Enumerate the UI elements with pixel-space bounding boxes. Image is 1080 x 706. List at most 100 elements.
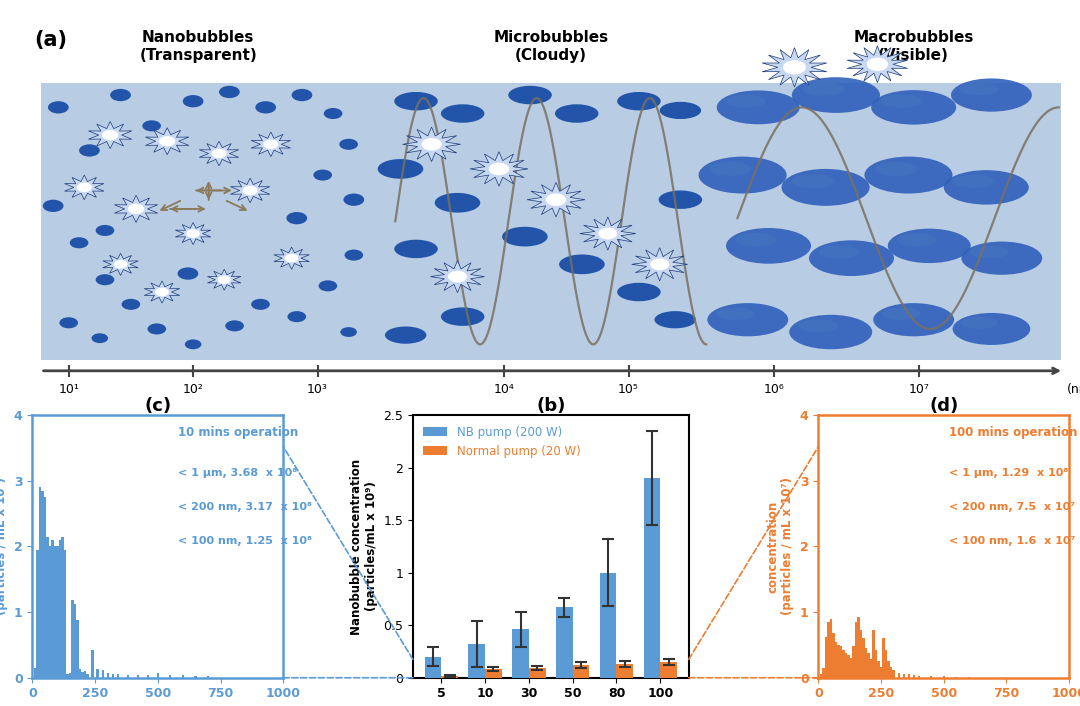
Bar: [865, 648, 867, 678]
Ellipse shape: [555, 104, 598, 123]
Ellipse shape: [882, 307, 920, 320]
Ellipse shape: [792, 174, 834, 189]
Bar: [918, 676, 920, 678]
Bar: [892, 670, 894, 678]
Ellipse shape: [441, 104, 485, 123]
Polygon shape: [431, 261, 485, 292]
Text: 10⁷: 10⁷: [908, 383, 929, 396]
Bar: [867, 653, 869, 678]
Bar: [181, 675, 184, 678]
Bar: [556, 607, 572, 678]
Bar: [848, 654, 850, 678]
Y-axis label: concentration
(particles / mL x 10⁷): concentration (particles / mL x 10⁷): [767, 477, 794, 616]
Bar: [84, 671, 86, 678]
Bar: [869, 659, 873, 678]
Bar: [92, 650, 94, 678]
Text: 10⁶: 10⁶: [764, 383, 784, 396]
Bar: [44, 497, 46, 678]
Bar: [930, 676, 932, 678]
Bar: [79, 669, 81, 678]
Bar: [890, 666, 892, 678]
Text: < 200 nm, 7.5  x 10⁷: < 200 nm, 7.5 x 10⁷: [949, 502, 1075, 512]
Ellipse shape: [819, 245, 860, 259]
Polygon shape: [230, 178, 270, 203]
Bar: [572, 665, 590, 678]
Ellipse shape: [654, 311, 696, 328]
Circle shape: [867, 59, 888, 71]
Bar: [49, 546, 51, 678]
Circle shape: [114, 261, 126, 268]
Bar: [170, 675, 172, 678]
Text: < 1 μm, 3.68  x 10⁸: < 1 μm, 3.68 x 10⁸: [178, 467, 297, 478]
Ellipse shape: [559, 254, 605, 274]
Ellipse shape: [659, 191, 702, 209]
Bar: [855, 622, 858, 678]
Circle shape: [79, 144, 99, 157]
Polygon shape: [207, 269, 241, 290]
Ellipse shape: [782, 169, 869, 206]
Ellipse shape: [809, 240, 894, 276]
Bar: [147, 675, 149, 678]
Circle shape: [599, 228, 617, 239]
Bar: [842, 650, 845, 678]
Bar: [860, 630, 862, 678]
Ellipse shape: [789, 315, 873, 349]
Ellipse shape: [660, 102, 701, 119]
Bar: [207, 676, 210, 678]
Ellipse shape: [874, 303, 954, 336]
Polygon shape: [103, 253, 138, 275]
Bar: [599, 573, 617, 678]
Circle shape: [422, 138, 441, 150]
Y-axis label: Nanobubble concentration
(particles/mL x 10⁹): Nanobubble concentration (particles/mL x…: [350, 458, 378, 635]
Bar: [46, 537, 49, 678]
Bar: [442, 676, 458, 678]
Bar: [888, 662, 890, 678]
Bar: [56, 546, 58, 678]
Polygon shape: [274, 247, 309, 269]
Circle shape: [143, 120, 161, 131]
Circle shape: [156, 289, 168, 296]
Circle shape: [187, 230, 199, 237]
Ellipse shape: [953, 313, 1030, 345]
Polygon shape: [146, 128, 189, 155]
Ellipse shape: [735, 233, 777, 246]
Ellipse shape: [716, 307, 755, 320]
Circle shape: [59, 317, 78, 328]
Ellipse shape: [944, 170, 1029, 205]
Circle shape: [243, 186, 257, 194]
Ellipse shape: [951, 78, 1031, 112]
Bar: [833, 633, 835, 678]
Bar: [111, 674, 113, 678]
Circle shape: [218, 276, 230, 283]
Circle shape: [546, 194, 566, 205]
Polygon shape: [527, 182, 585, 217]
Polygon shape: [632, 248, 688, 281]
Circle shape: [252, 299, 270, 310]
Text: < 100 nm, 1.6  x 10⁷: < 100 nm, 1.6 x 10⁷: [949, 536, 1076, 546]
Text: < 100 nm, 1.25  x 10⁸: < 100 nm, 1.25 x 10⁸: [178, 536, 312, 546]
Ellipse shape: [726, 95, 766, 107]
Polygon shape: [145, 281, 179, 303]
Bar: [137, 675, 139, 678]
Circle shape: [340, 327, 356, 337]
Circle shape: [110, 89, 131, 101]
Circle shape: [286, 212, 307, 225]
Bar: [41, 491, 43, 678]
Circle shape: [129, 205, 144, 213]
Ellipse shape: [378, 159, 423, 179]
Ellipse shape: [802, 82, 845, 96]
Bar: [858, 617, 860, 678]
Polygon shape: [762, 47, 827, 87]
Title: (d): (d): [929, 397, 958, 415]
Title: (b): (b): [536, 397, 566, 415]
Polygon shape: [470, 152, 528, 186]
Bar: [943, 676, 945, 678]
Bar: [39, 487, 41, 678]
Bar: [71, 600, 73, 678]
Circle shape: [285, 255, 298, 262]
Bar: [873, 630, 875, 678]
Bar: [617, 664, 633, 678]
Circle shape: [185, 340, 201, 349]
Bar: [840, 646, 842, 678]
Bar: [126, 675, 129, 678]
